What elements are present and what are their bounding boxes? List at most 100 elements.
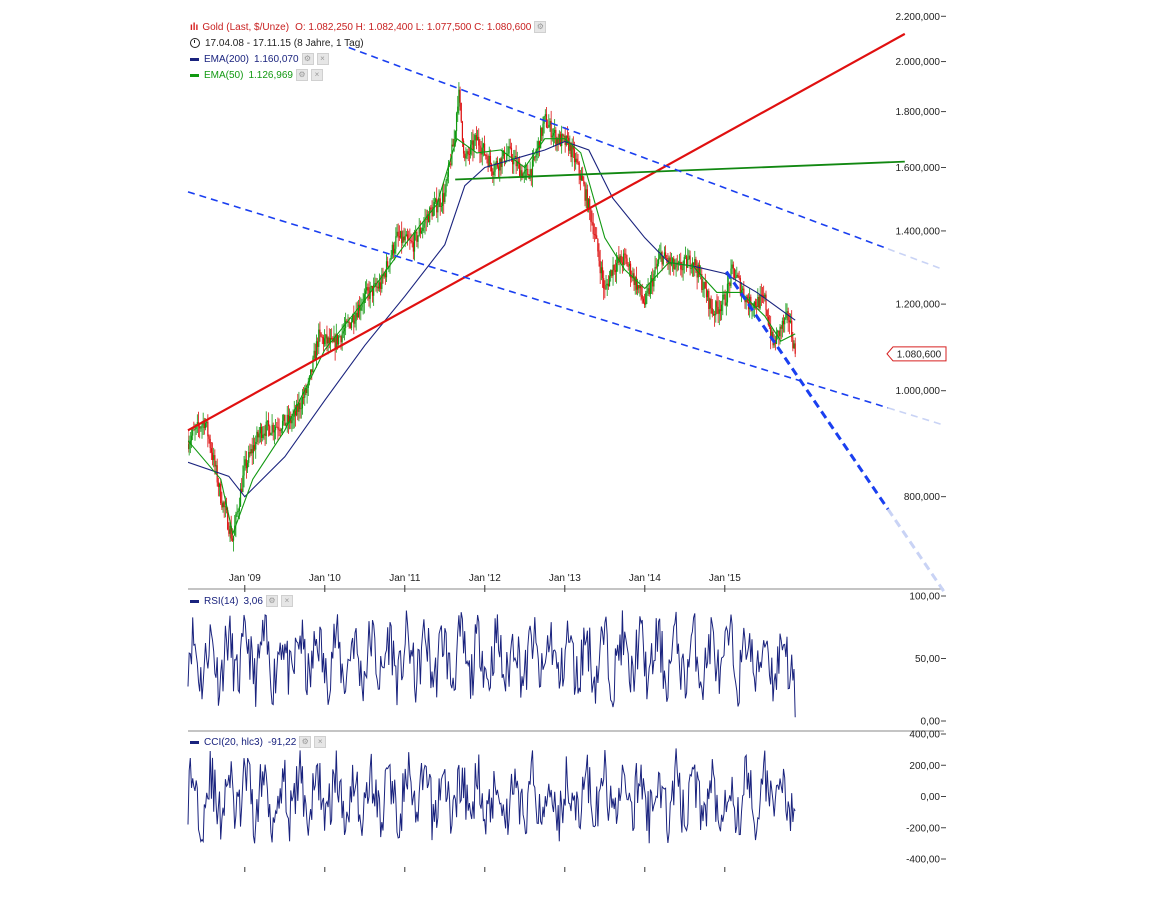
candle-body <box>364 290 367 295</box>
y-tick-label: 2.000,000 <box>896 57 941 68</box>
candle-body <box>517 161 520 163</box>
candle-body <box>273 430 276 433</box>
candle-body <box>373 284 375 296</box>
candle-body <box>353 315 355 324</box>
candle-body <box>596 235 598 239</box>
candle-body <box>575 158 577 163</box>
ema200-settings-icon[interactable]: ⚙ <box>301 53 314 65</box>
candle-body <box>520 170 522 177</box>
candle-body <box>793 343 795 349</box>
candle-body <box>561 134 563 146</box>
ema50-close-icon[interactable]: × <box>310 69 323 81</box>
candle-body <box>362 303 364 305</box>
candle-body <box>562 134 564 137</box>
rsi-line <box>187 610 796 718</box>
candle-body <box>410 239 412 241</box>
candle-body <box>429 207 431 223</box>
candle-body <box>537 141 539 149</box>
candle-body <box>704 281 706 289</box>
candle-body <box>479 145 481 153</box>
candle-body <box>389 259 391 267</box>
candle-body <box>777 330 779 333</box>
ema50-value: 1.126,969 <box>248 69 293 81</box>
rsi-close-icon[interactable]: × <box>280 595 293 607</box>
x-tick-label: Jan '12 <box>469 573 501 584</box>
candle-body <box>638 284 640 289</box>
candle-body <box>403 236 405 241</box>
cci-close-icon[interactable]: × <box>314 736 327 748</box>
candle-body <box>737 274 739 276</box>
candle-body <box>454 131 457 139</box>
candle-body <box>315 341 318 359</box>
candle-body <box>238 506 240 511</box>
candle-body <box>534 156 536 158</box>
candle-body <box>683 257 685 264</box>
candle-body <box>531 160 534 178</box>
candle-body <box>284 414 286 426</box>
candlestick-icon: ılı <box>190 21 199 33</box>
candle-body <box>678 261 681 263</box>
candle-body <box>501 155 503 167</box>
candle-body <box>647 288 649 292</box>
clock-icon <box>190 38 200 48</box>
candle-body <box>712 314 715 315</box>
candle-body <box>521 170 523 178</box>
settings-icon[interactable]: ⚙ <box>534 21 547 33</box>
candle-body <box>768 324 771 327</box>
candle-body <box>404 236 406 241</box>
candle-body <box>216 465 218 483</box>
candle-body <box>697 264 699 278</box>
candle-body <box>350 321 353 328</box>
candle-body <box>513 157 515 165</box>
candle-body <box>441 193 444 206</box>
candle-body <box>548 124 550 128</box>
candle-body <box>606 283 608 285</box>
candle-body <box>433 202 435 207</box>
candle-body <box>391 244 393 256</box>
instrument-name: Gold (Last, $/Unze) <box>202 21 290 33</box>
candle-body <box>564 135 566 145</box>
candle-body <box>535 154 537 158</box>
candle-body <box>779 326 781 337</box>
candle-body <box>785 312 787 318</box>
candle-body <box>231 538 233 541</box>
candle-body <box>457 106 459 114</box>
ema200-close-icon[interactable]: × <box>316 53 329 65</box>
candle-body <box>603 278 605 289</box>
candle-body <box>437 206 439 213</box>
cci-y-label: -400,00 <box>906 855 940 866</box>
candle-body <box>306 387 308 393</box>
candle-body <box>465 155 467 159</box>
candle-body <box>192 429 194 436</box>
candle-body <box>256 431 258 442</box>
candle-body <box>422 227 424 231</box>
candle-body <box>498 166 500 171</box>
candle-body <box>264 433 266 437</box>
candle-body <box>599 260 601 274</box>
candle-body <box>540 127 542 149</box>
candle-body <box>199 426 201 429</box>
candle-body <box>222 502 224 508</box>
ema50-settings-icon[interactable]: ⚙ <box>295 69 308 81</box>
candle-body <box>294 410 297 416</box>
candle-body <box>204 423 207 429</box>
candle-body <box>544 114 546 117</box>
candle-body <box>710 298 712 309</box>
cci-settings-icon[interactable]: ⚙ <box>299 736 312 748</box>
candle-body <box>480 152 482 155</box>
candle-body <box>719 309 722 312</box>
candle-body <box>688 255 690 260</box>
trendline-blue <box>725 270 890 511</box>
candle-body <box>695 259 697 269</box>
candle-body <box>471 140 473 145</box>
candle-body <box>791 320 793 338</box>
candle-body <box>319 329 321 334</box>
candle-body <box>301 397 304 409</box>
candle-body <box>510 147 513 159</box>
candle-body <box>493 171 495 176</box>
candle-body <box>227 510 229 530</box>
rsi-settings-icon[interactable]: ⚙ <box>265 595 278 607</box>
candle-body <box>585 189 587 201</box>
candle-body <box>627 266 629 267</box>
